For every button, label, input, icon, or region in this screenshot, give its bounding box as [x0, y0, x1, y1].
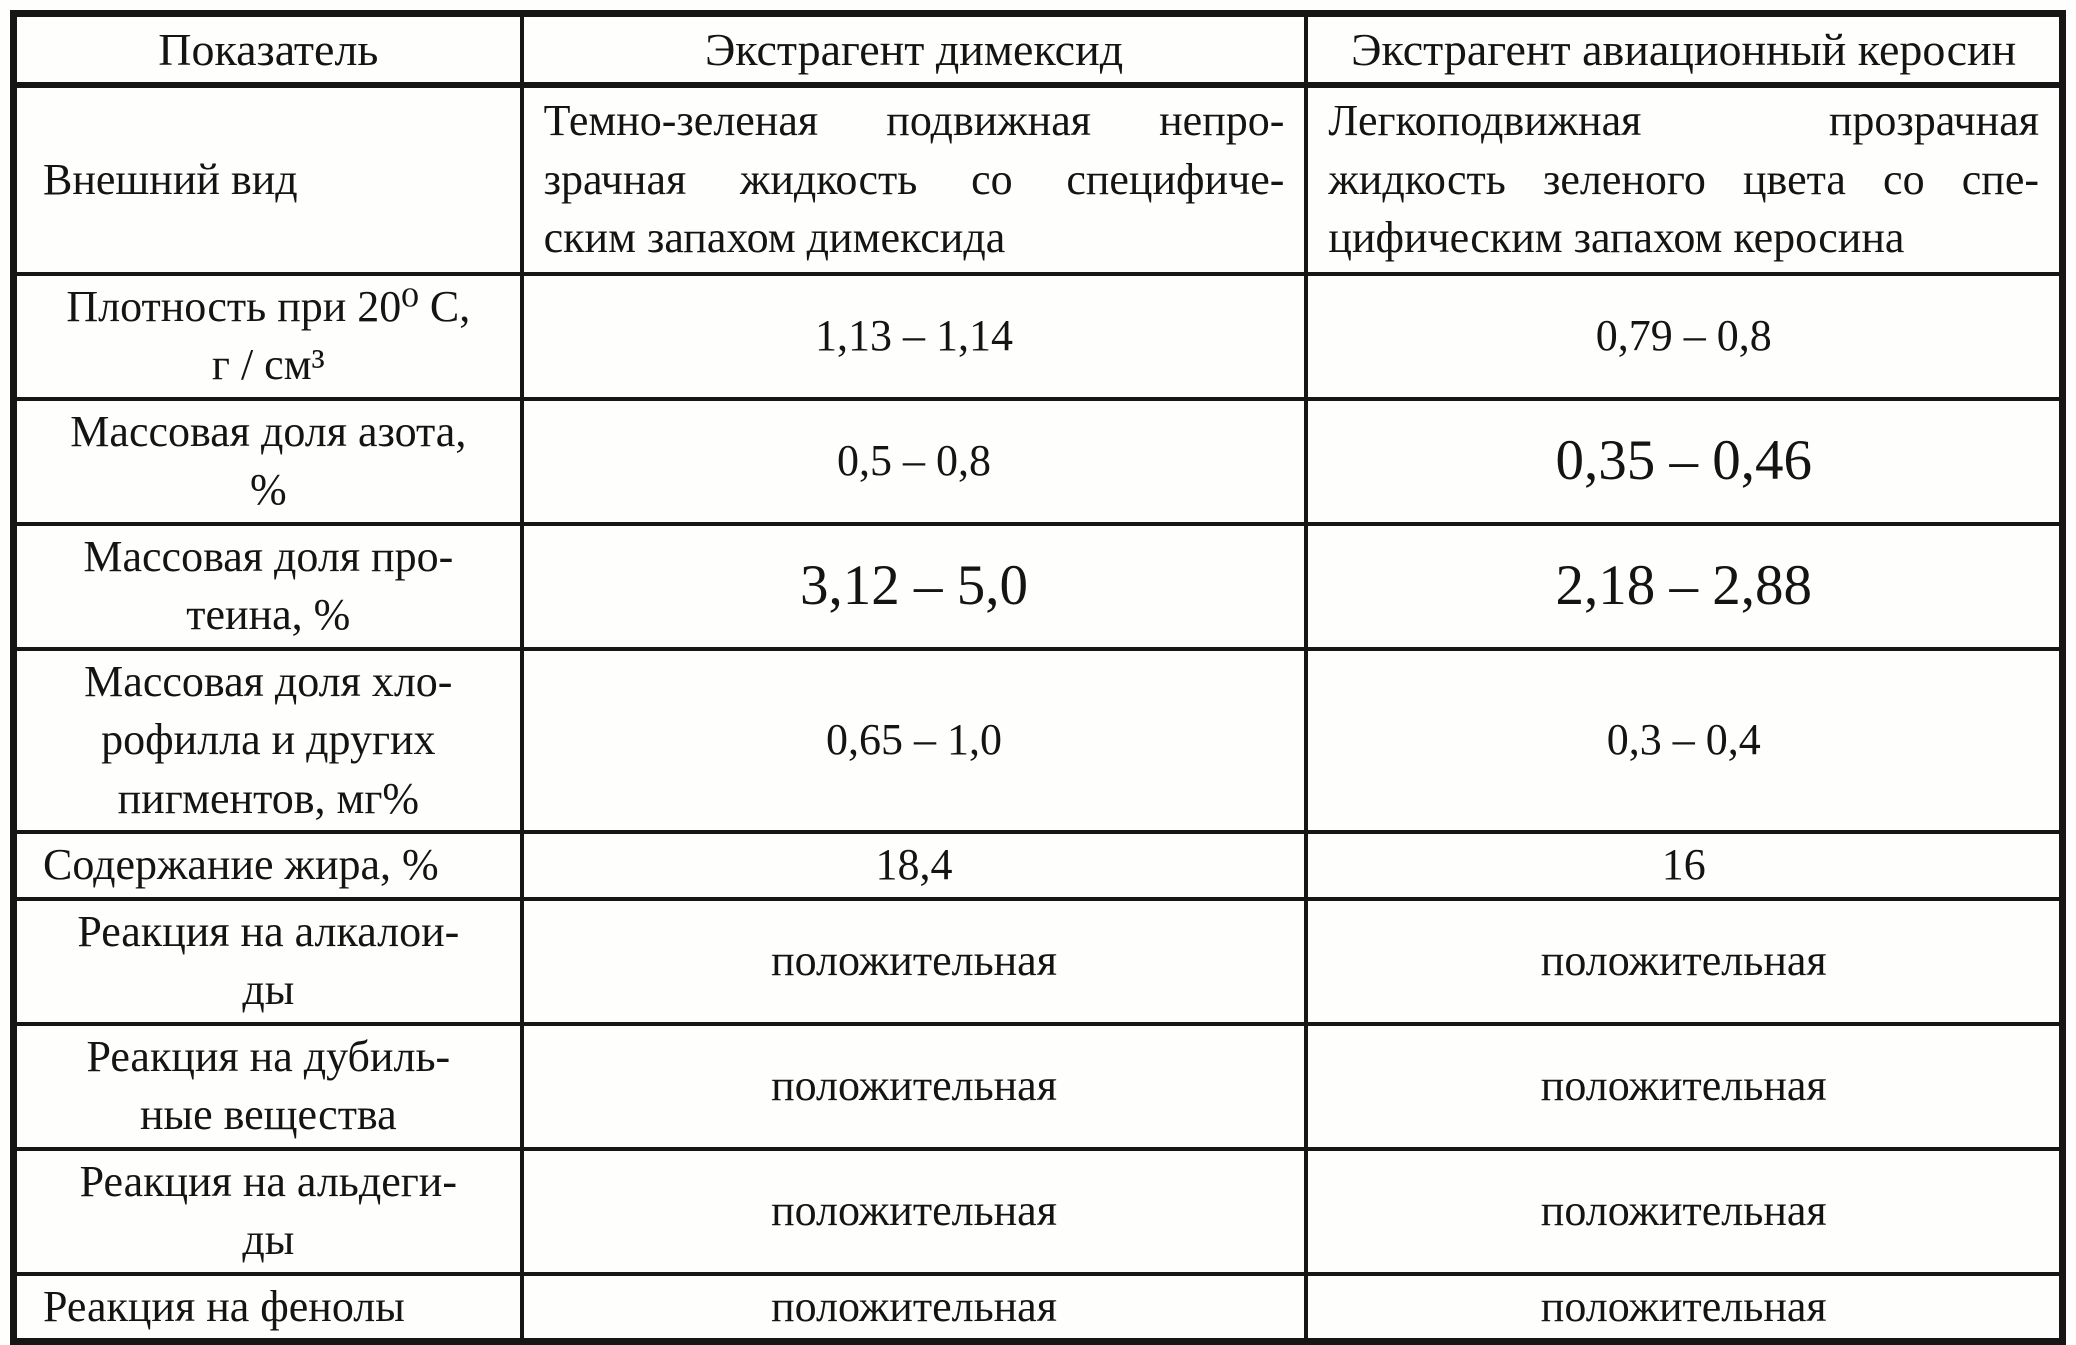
row-phenols: Реакция на фенолы положительная положите… [11, 1271, 2065, 1344]
cell-appearance-kerosene: Легкоподвижная прозрачная жидкость зелен… [1304, 83, 2065, 276]
label-appearance: Внешний вид [11, 83, 524, 276]
appearance-dimexide-line-2: зрачная жидкость со специфиче- [543, 154, 1285, 204]
label-chlorophyll: Массовая доля хло- рофилла и других пигм… [11, 646, 524, 835]
cell-aldehydes-dimexide: положительная [519, 1146, 1309, 1276]
row-nitrogen: Массовая доля азота, % 0,5 – 0,8 0,35 – … [11, 396, 2065, 526]
cell-phenols-kerosene: положительная [1304, 1271, 2065, 1344]
comparison-table: Показатель Экстрагент димексид Экстраген… [10, 10, 2066, 1345]
appearance-kerosene-line-2: жидкость зеленого цвета со спе- [1328, 154, 2039, 204]
cell-alkaloids-dimexide: положительная [519, 896, 1309, 1026]
table-header-row: Показатель Экстрагент димексид Экстраген… [11, 11, 2065, 89]
row-tannins: Реакция на дубиль- ные вещества положите… [11, 1021, 2065, 1151]
cell-fat-dimexide: 18,4 [519, 830, 1309, 901]
cell-appearance-dimexide: Темно-зеленая подвижная непро- зрачная ж… [519, 83, 1309, 276]
label-protein: Массовая доля про- теина, % [11, 521, 524, 651]
cell-chlorophyll-kerosene: 0,3 – 0,4 [1304, 646, 2065, 835]
row-chlorophyll: Массовая доля хло- рофилла и других пигм… [11, 646, 2065, 835]
appearance-dimexide-line-1: Темно-зеленая подвижная непро- [543, 96, 1285, 146]
row-alkaloids: Реакция на алкалои- ды положительная пол… [11, 896, 2065, 1026]
label-fat: Содержание жира, % [11, 830, 524, 901]
cell-density-dimexide: 1,13 – 1,14 [519, 271, 1309, 401]
cell-tannins-dimexide: положительная [519, 1021, 1309, 1151]
row-density: Плотность при 20⁰ С, г / см³ 1,13 – 1,14… [11, 271, 2065, 401]
cell-protein-dimexide: 3,12 – 5,0 [519, 521, 1309, 651]
cell-alkaloids-kerosene: положительная [1304, 896, 2065, 1026]
label-density: Плотность при 20⁰ С, г / см³ [11, 271, 524, 401]
cell-density-kerosene: 0,79 – 0,8 [1304, 271, 2065, 401]
label-nitrogen: Массовая доля азота, % [11, 396, 524, 526]
cell-nitrogen-dimexide: 0,5 – 0,8 [519, 396, 1309, 526]
scanned-page: Показатель Экстрагент димексид Экстраген… [10, 10, 2066, 1345]
appearance-dimexide-line-3: ским запахом димексида [543, 213, 1006, 263]
row-appearance: Внешний вид Темно-зеленая подвижная непр… [11, 83, 2065, 276]
label-alkaloids: Реакция на алкалои- ды [11, 896, 524, 1026]
row-fat: Содержание жира, % 18,4 16 [11, 830, 2065, 901]
cell-protein-kerosene: 2,18 – 2,88 [1304, 521, 2065, 651]
label-tannins: Реакция на дубиль- ные вещества [11, 1021, 524, 1151]
cell-fat-kerosene: 16 [1304, 830, 2065, 901]
header-indicator: Показатель [11, 11, 524, 89]
cell-nitrogen-kerosene: 0,35 – 0,46 [1304, 396, 2065, 526]
row-protein: Массовая доля про- теина, % 3,12 – 5,0 2… [11, 521, 2065, 651]
cell-aldehydes-kerosene: положительная [1304, 1146, 2065, 1276]
cell-phenols-dimexide: положительная [519, 1271, 1309, 1344]
header-extractant-dimexide: Экстрагент димексид [519, 11, 1309, 89]
cell-tannins-kerosene: положительная [1304, 1021, 2065, 1151]
header-extractant-kerosene: Экстрагент авиационный керосин [1304, 11, 2065, 89]
label-phenols: Реакция на фенолы [11, 1271, 524, 1344]
cell-chlorophyll-dimexide: 0,65 – 1,0 [519, 646, 1309, 835]
row-aldehydes: Реакция на альдеги- ды положительная пол… [11, 1146, 2065, 1276]
appearance-kerosene-line-3: цифическим запахом керосина [1328, 213, 1905, 263]
label-aldehydes: Реакция на альдеги- ды [11, 1146, 524, 1276]
appearance-kerosene-line-1: Легкоподвижная прозрачная [1328, 96, 2039, 146]
